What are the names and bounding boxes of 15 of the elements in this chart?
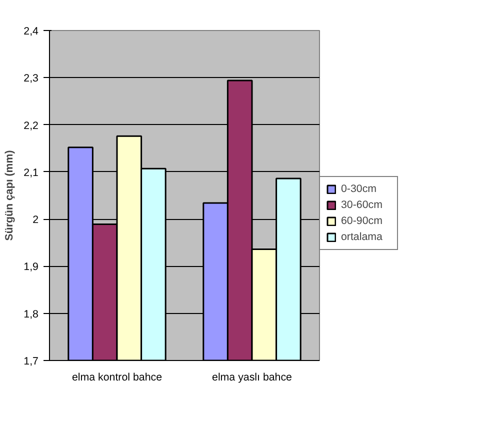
- y-tick-label: 1,9: [24, 261, 39, 274]
- y-axis-title: Sürgün çapı (mm): [4, 150, 16, 241]
- legend-label: ortalama: [341, 231, 384, 243]
- y-tick-label: 2: [32, 214, 39, 226]
- x-tick-label: elma yaslı bahce: [212, 372, 292, 384]
- y-tick-label: 2,4: [24, 26, 39, 38]
- legend-label: 0-30cm: [341, 183, 378, 195]
- legend-label: 60-90cm: [341, 215, 384, 227]
- y-tick-label: 2,2: [24, 120, 39, 132]
- y-tick-label: 1,8: [24, 308, 39, 320]
- x-tick-label: elma kontrol bahce: [72, 372, 162, 384]
- y-tick-label: 1,7: [24, 356, 39, 368]
- legend-label: 30-60cm: [341, 199, 384, 211]
- y-tick-label: 2,3: [24, 72, 39, 85]
- y-tick-label: 2,1: [24, 166, 39, 179]
